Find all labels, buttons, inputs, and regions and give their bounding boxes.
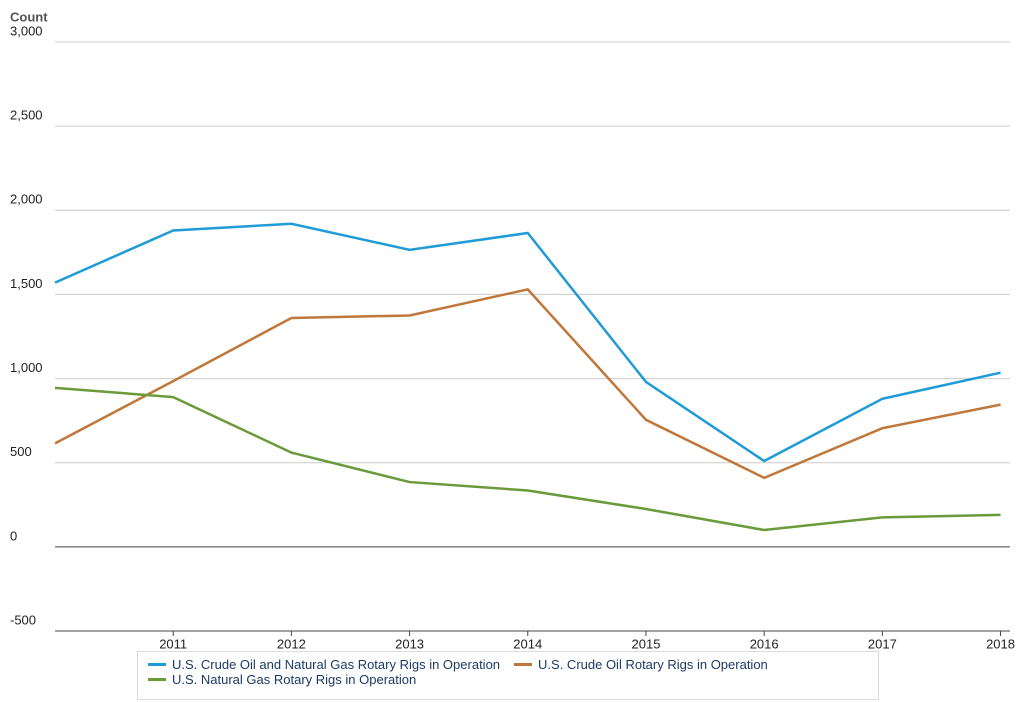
x-tick-label: 2015: [632, 636, 661, 650]
legend-swatch: [148, 663, 166, 666]
x-tick-label: 2012: [277, 636, 306, 650]
legend-label: U.S. Crude Oil Rotary Rigs in Operation: [538, 657, 768, 672]
series-line: [54, 288, 1001, 480]
legend-swatch: [514, 663, 533, 666]
y-tick-label: 1,000: [10, 360, 43, 375]
series-line: [54, 222, 1001, 463]
x-tick-label: 2016: [750, 636, 779, 650]
y-tick-label: 2,000: [10, 192, 43, 207]
y-tick-label: 500: [10, 444, 32, 459]
legend-label: U.S. Natural Gas Rotary Rigs in Operatio…: [172, 672, 417, 687]
x-tick-label: 2011: [159, 636, 187, 650]
x-tick-label: 2018: [986, 636, 1015, 650]
x-tick-label: 2017: [868, 636, 897, 650]
y-axis-label: Count: [10, 9, 48, 24]
legend-entry: U.S. Natural Gas Rotary Rigs in Operatio…: [148, 672, 416, 687]
chart: Count -500 0 500 1,000 1,500 2,000 2,500 3,000 2…: [10, 9, 1015, 650]
legend-entry: U.S. Crude Oil and Natural Gas Rotary Ri…: [148, 657, 500, 672]
y-tick-label: 1,500: [10, 276, 43, 291]
legend: U.S. Crude Oil and Natural Gas Rotary Ri…: [137, 651, 879, 700]
y-tick-label: 2,500: [10, 108, 43, 123]
legend-label: U.S. Crude Oil and Natural Gas Rotary Ri…: [172, 657, 501, 672]
y-tick-label: 3,000: [10, 23, 43, 38]
legend-swatch: [148, 678, 166, 681]
legend-entry: U.S. Crude Oil Rotary Rigs in Operation: [514, 657, 768, 672]
x-tick-label: 2013: [395, 636, 424, 650]
y-tick-label: 0: [10, 528, 17, 543]
series-line: [54, 386, 1001, 532]
y-tick-label: -500: [10, 612, 36, 627]
x-tick-label: 2014: [513, 636, 542, 650]
